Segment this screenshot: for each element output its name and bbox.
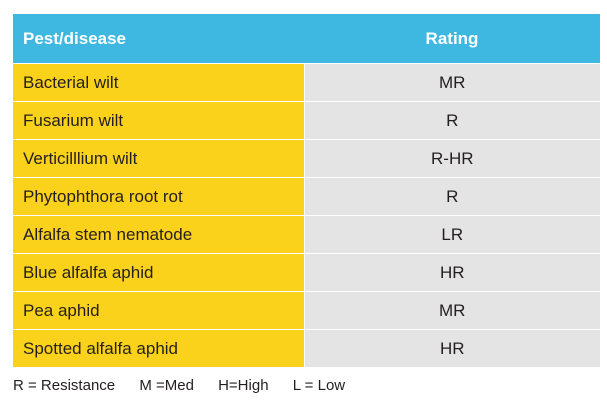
legend-item-high: H=High [218, 377, 269, 394]
pest-cell: Pea aphid [13, 291, 305, 330]
table-row: Fusarium wilt R [13, 101, 600, 140]
rating-table-container: Pest/disease Rating Bacterial wilt MR Fu… [13, 14, 600, 367]
legend-item-resistance: R = Resistance [13, 377, 116, 394]
rating-cell: R [304, 101, 600, 140]
rating-cell: MR [304, 63, 600, 102]
pest-disease-rating-table: Pest/disease Rating Bacterial wilt MR Fu… [13, 14, 600, 367]
legend-item-low: L = Low [292, 377, 346, 394]
pest-cell: Verticilllium wilt [13, 139, 305, 178]
rating-cell: MR [304, 291, 600, 330]
pest-cell: Blue alfalfa aphid [13, 253, 305, 292]
table-header-row: Pest/disease Rating [13, 14, 600, 64]
header-pest-disease: Pest/disease [13, 14, 304, 64]
table-row: Bacterial wilt MR [13, 63, 600, 102]
pest-cell: Bacterial wilt [13, 63, 305, 102]
pest-cell: Phytophthora root rot [13, 177, 305, 216]
rating-cell: R [304, 177, 600, 216]
pest-cell: Spotted alfalfa aphid [13, 329, 305, 367]
rating-legend: R = Resistance M =Med H=High L = Low [13, 377, 365, 394]
header-rating: Rating [304, 14, 600, 64]
table-row: Alfalfa stem nematode LR [13, 215, 600, 254]
table-row: Spotted alfalfa aphid HR [13, 329, 600, 367]
table-row: Phytophthora root rot R [13, 177, 600, 216]
table-row: Verticilllium wilt R-HR [13, 139, 600, 178]
pest-cell: Alfalfa stem nematode [13, 215, 305, 254]
rating-cell: R-HR [304, 139, 600, 178]
pest-cell: Fusarium wilt [13, 101, 305, 140]
table-row: Pea aphid MR [13, 291, 600, 330]
rating-cell: HR [304, 329, 600, 367]
table-row: Blue alfalfa aphid HR [13, 253, 600, 292]
legend-item-med: M =Med [139, 377, 194, 394]
rating-cell: HR [304, 253, 600, 292]
rating-cell: LR [304, 215, 600, 254]
